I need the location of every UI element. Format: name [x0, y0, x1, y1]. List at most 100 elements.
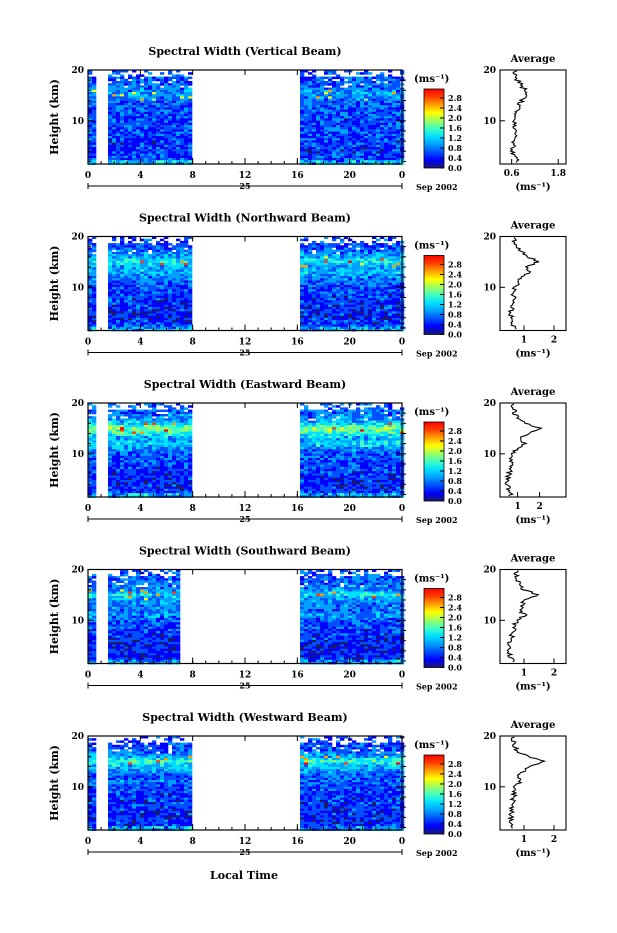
heatmap-cell [332, 116, 336, 119]
heatmap-cell [164, 449, 168, 452]
heatmap-cell [396, 81, 400, 84]
heatmap-cell [332, 145, 336, 148]
heatmap-cell [324, 287, 328, 290]
heatmap-cell [308, 294, 312, 297]
heatmap-cell [332, 160, 336, 163]
heatmap-cell [176, 281, 180, 284]
heatmap-cell [184, 103, 188, 106]
heatmap-cell [160, 458, 164, 461]
heatmap-cell [312, 325, 316, 328]
heatmap-cell [396, 94, 400, 97]
heatmap-cell [188, 305, 192, 308]
heatmap-cell [148, 151, 152, 154]
heatmap-cell [308, 292, 312, 295]
heatmap-cell [188, 96, 192, 99]
heatmap-cell [116, 480, 120, 483]
heatmap-cell [180, 270, 184, 273]
heatmap-cell [108, 465, 112, 468]
heatmap-cell [140, 114, 144, 117]
heatmap-cell [380, 267, 384, 270]
heatmap-cell [320, 274, 324, 277]
heatmap-cell [132, 465, 136, 468]
heatmap-cell [128, 491, 132, 494]
heatmap-cell [172, 449, 176, 452]
heatmap-cell [356, 94, 360, 97]
heatmap-cell [132, 471, 136, 474]
heatmap-cell [124, 123, 128, 126]
heatmap-cell [308, 316, 312, 319]
heatmap-cell [116, 412, 120, 415]
heatmap-cell [132, 447, 136, 450]
heatmap-cell [92, 469, 96, 472]
heatmap-cell [112, 434, 116, 437]
heatmap-cell [372, 256, 376, 259]
heatmap-cell [308, 92, 312, 95]
heatmap-cell [332, 88, 336, 91]
heatmap-cell [364, 149, 368, 152]
heatmap-cell [176, 134, 180, 137]
heatmap-cell [112, 261, 116, 264]
heatmap-cell [336, 254, 340, 257]
heatmap-cell [120, 298, 124, 301]
heatmap-cell [116, 320, 120, 323]
heatmap-cell [124, 149, 128, 152]
heatmap-cell [128, 296, 132, 299]
heatmap-cell [92, 314, 96, 317]
heatmap-cell [388, 158, 392, 161]
heatmap-cell [168, 265, 172, 268]
heatmap-cell [308, 107, 312, 110]
heatmap-cell [328, 101, 332, 104]
heatmap-cell [136, 136, 140, 139]
heatmap-cell [140, 94, 144, 97]
heatmap-cell [336, 261, 340, 264]
heatmap-cell [316, 140, 320, 143]
heatmap-cell [132, 274, 136, 277]
heatmap-cell [144, 85, 148, 88]
heatmap-cell [120, 145, 124, 148]
heatmap-cell [320, 285, 324, 288]
heatmap-cell [144, 143, 148, 146]
heatmap-cell [376, 147, 380, 150]
heatmap-cell [376, 309, 380, 312]
heatmap-cell [132, 493, 136, 496]
heatmap-cell [384, 289, 388, 292]
heatmap-cell [132, 151, 136, 154]
heatmap-cell [152, 432, 156, 435]
heatmap-cell [316, 294, 320, 297]
heatmap-cell [340, 239, 344, 242]
heatmap-cell [160, 110, 164, 113]
heatmap-cell [352, 136, 356, 139]
heatmap-cell [140, 243, 144, 246]
heatmap-cell [320, 140, 324, 143]
heatmap-cell [136, 129, 140, 132]
heatmap-cell [144, 90, 148, 93]
heatmap-cell [316, 274, 320, 277]
heatmap-cell [140, 429, 144, 432]
heatmap-cell [156, 134, 160, 137]
heatmap-cell [396, 314, 400, 317]
heatmap-cell [344, 156, 348, 159]
heatmap-cell [184, 143, 188, 146]
heatmap-cell [368, 132, 372, 135]
heatmap-cell [120, 471, 124, 474]
heatmap-cell [92, 303, 96, 306]
heatmap-cell [356, 105, 360, 108]
heatmap-cell [112, 239, 116, 242]
heatmap-cell [172, 101, 176, 104]
heatmap-cell [340, 143, 344, 146]
heatmap-cell [164, 289, 168, 292]
heatmap-cell [368, 72, 372, 75]
heatmap-cell [140, 443, 144, 446]
heatmap-cell [140, 149, 144, 152]
heatmap-cell [376, 267, 380, 270]
heatmap-cell [168, 307, 172, 310]
heatmap-cell [144, 267, 148, 270]
heatmap-cell [360, 129, 364, 132]
heatmap-cell [164, 92, 168, 95]
heatmap-cell [132, 101, 136, 104]
heatmap-cell [148, 418, 152, 421]
heatmap-cell [108, 85, 112, 88]
heatmap-cell [180, 154, 184, 157]
heatmap-cell [328, 318, 332, 321]
heatmap-cell [136, 462, 140, 465]
